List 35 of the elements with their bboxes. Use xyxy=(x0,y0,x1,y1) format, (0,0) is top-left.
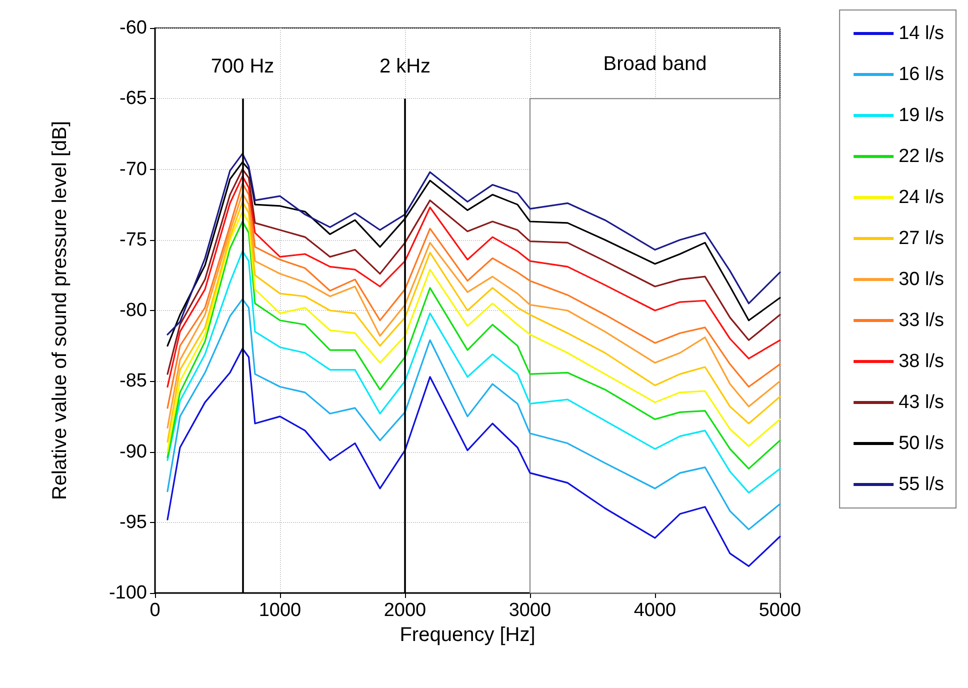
legend-label: 24 l/s xyxy=(898,187,944,208)
line-series xyxy=(166,298,781,530)
y-tick-label: -65 xyxy=(120,88,147,110)
line-series xyxy=(166,348,781,567)
legend-label: 33 l/s xyxy=(898,310,944,331)
y-tick-label: -60 xyxy=(120,18,147,38)
y-tick-label: -100 xyxy=(108,582,147,604)
y-tick-label: -80 xyxy=(120,300,147,321)
legend-label: 16 l/s xyxy=(898,64,944,85)
y-axis-title: Relative value of sound pressure level [dB] xyxy=(49,120,71,500)
legend-label: 30 l/s xyxy=(898,269,944,290)
y-tick-label: -95 xyxy=(120,512,147,533)
x-tick-label: 0 xyxy=(150,600,160,621)
x-tick-label: 4000 xyxy=(634,600,676,621)
line-series xyxy=(166,250,781,494)
legend-label: 38 l/s xyxy=(898,351,944,372)
legend-label: 43 l/s xyxy=(898,392,944,413)
y-tick-label: -85 xyxy=(120,370,147,392)
y-tick-label: -70 xyxy=(120,158,147,180)
x-tick-label: 2000 xyxy=(384,600,426,621)
legend-label: 55 l/s xyxy=(898,474,944,495)
legend-label: 22 l/s xyxy=(898,146,944,167)
legend-label: 27 l/s xyxy=(898,228,944,249)
ref-line-label: 2 kHz xyxy=(379,56,431,78)
y-tick-label: -75 xyxy=(120,229,147,250)
legend-label: 50 l/s xyxy=(898,433,944,454)
x-tick-label: 3000 xyxy=(508,600,552,621)
legend-label: 19 l/s xyxy=(898,105,944,126)
legend-label: 14 l/s xyxy=(898,23,944,44)
ref-line-label: 700 Hz xyxy=(210,56,274,78)
band-label: Broad band xyxy=(603,53,707,76)
x-axis-title: Frequency [Hz] xyxy=(400,624,536,646)
x-tick-label: 5000 xyxy=(758,600,802,621)
y-tick-label: -90 xyxy=(120,441,147,462)
x-tick-label: 1000 xyxy=(258,600,302,621)
